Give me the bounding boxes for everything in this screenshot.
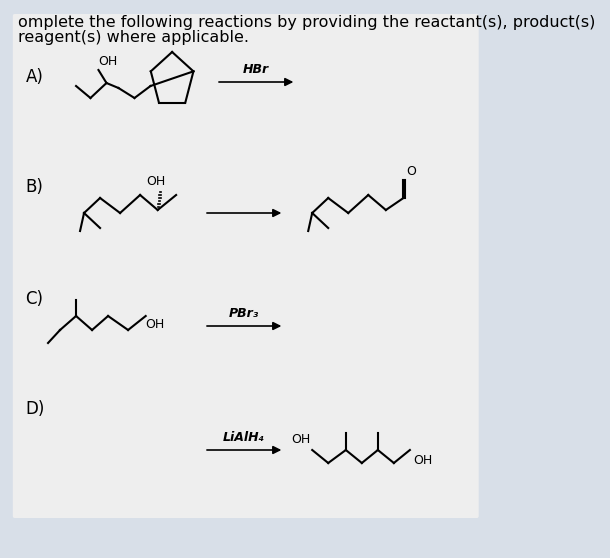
Text: A): A) bbox=[26, 68, 43, 86]
Text: reagent(s) where applicable.: reagent(s) where applicable. bbox=[18, 30, 249, 45]
Text: OH: OH bbox=[146, 318, 165, 331]
Text: PBr₃: PBr₃ bbox=[229, 307, 259, 320]
Text: OH: OH bbox=[146, 175, 166, 188]
Text: HBr: HBr bbox=[243, 63, 269, 76]
Text: O: O bbox=[406, 165, 416, 178]
Text: OH: OH bbox=[413, 454, 432, 467]
Text: D): D) bbox=[26, 400, 45, 418]
FancyBboxPatch shape bbox=[13, 14, 479, 518]
Text: C): C) bbox=[26, 290, 44, 308]
Text: OH: OH bbox=[292, 433, 310, 446]
Text: LiAlH₄: LiAlH₄ bbox=[223, 431, 265, 444]
Text: omplete the following reactions by providing the reactant(s), product(s): omplete the following reactions by provi… bbox=[18, 15, 595, 30]
Text: B): B) bbox=[26, 178, 43, 196]
Text: OH: OH bbox=[98, 55, 118, 68]
